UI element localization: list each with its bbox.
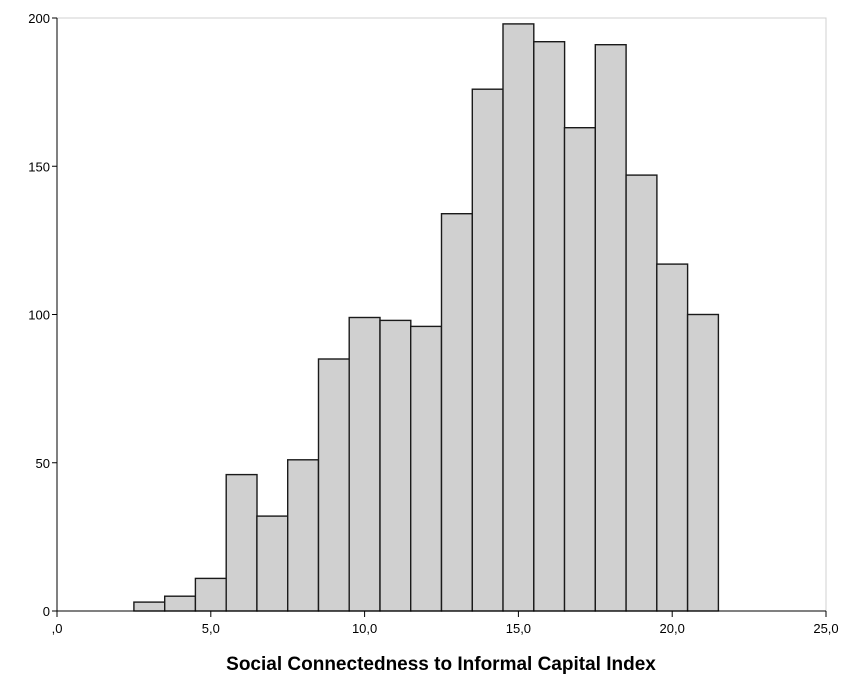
x-axis-title: Social Connectedness to Informal Capital…: [226, 654, 656, 675]
histogram-bar-5: [287, 459, 320, 612]
histogram-bar-14: [563, 126, 596, 612]
y-axis-ticks: 0 50 100 150 200: [28, 11, 57, 619]
histogram-bar-16: [625, 174, 658, 612]
histogram-bar-8: [379, 319, 412, 612]
histogram-bar-13: [533, 41, 566, 612]
y-tick-label-3: 150: [28, 159, 50, 174]
histogram-bar-17: [656, 263, 689, 612]
histogram-bar-3: [225, 473, 258, 612]
y-tick-label-0: 0: [43, 604, 50, 619]
y-tick-label-4: 200: [28, 11, 50, 26]
bars-group: [133, 23, 720, 612]
histogram-bar-18: [686, 313, 720, 612]
x-tick-label-2: 10,0: [352, 621, 377, 636]
y-tick-label-1: 50: [36, 456, 50, 471]
x-tick-label-3: 15,0: [506, 621, 531, 636]
histogram-bar-15: [594, 44, 627, 612]
x-tick-label-0: ,0: [52, 621, 63, 636]
histogram-bar-11: [471, 88, 504, 612]
x-tick-label-5: 25,0: [813, 621, 838, 636]
histogram-bar-2: [194, 577, 227, 612]
histogram-bar-4: [256, 515, 289, 612]
histogram-bar-9: [410, 325, 443, 612]
y-tick-label-2: 100: [28, 308, 50, 323]
histogram-bar-6: [317, 358, 350, 612]
histogram-bar-12: [502, 23, 535, 612]
x-tick-label-1: 5,0: [202, 621, 220, 636]
histogram-bar-10: [440, 212, 473, 612]
histogram-bar-1: [163, 595, 197, 612]
histogram-bar-7: [348, 316, 381, 612]
histogram-bar-0: [133, 601, 166, 612]
x-tick-label-4: 20,0: [660, 621, 685, 636]
x-axis-ticks: ,0 5,0 10,0 15,0 20,0 25,0: [52, 611, 839, 636]
